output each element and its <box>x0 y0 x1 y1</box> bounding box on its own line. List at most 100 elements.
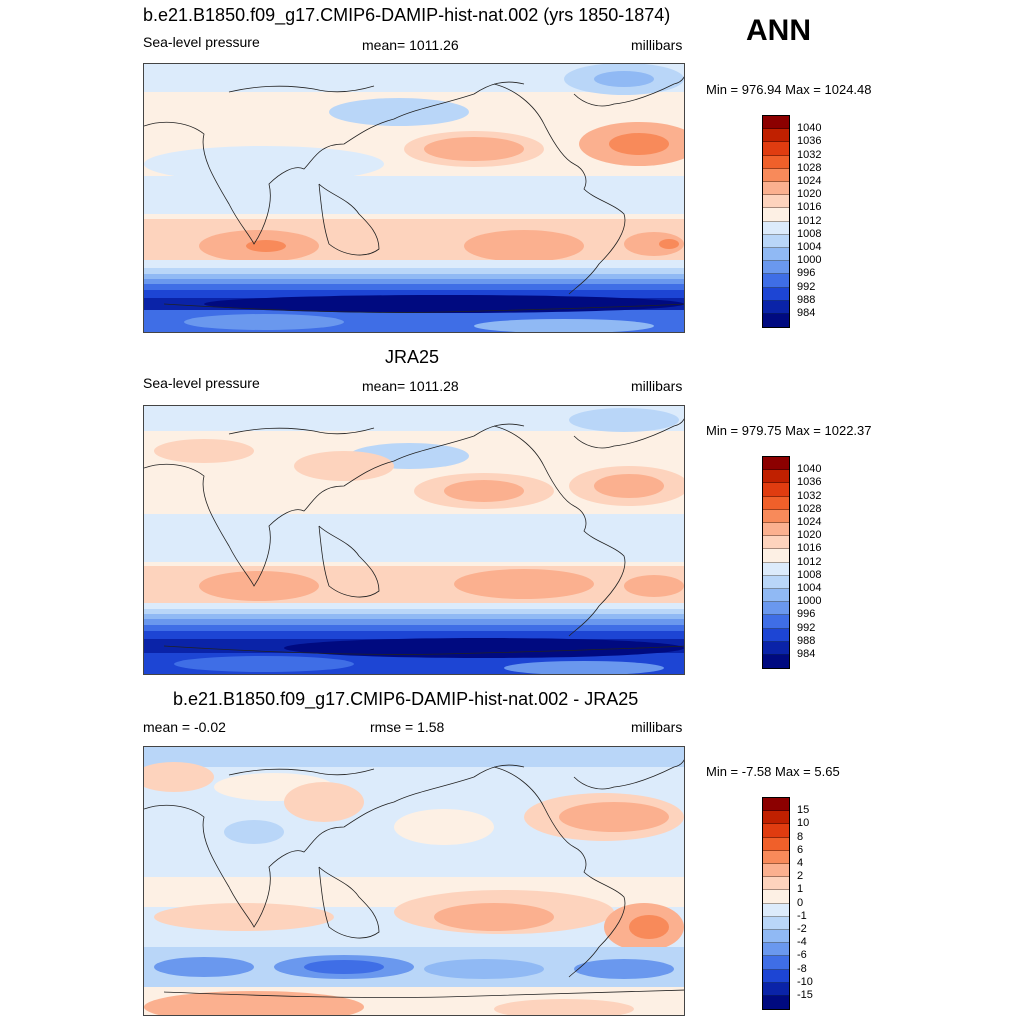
colorbar-label: 1024 <box>797 175 822 187</box>
colorbar-swatch <box>763 509 789 523</box>
colorbar-label: 1016 <box>797 542 822 555</box>
panel2-units: millibars <box>631 378 683 394</box>
colorbar-label: 992 <box>797 280 816 293</box>
panel2-left-label: Sea-level pressure <box>143 375 260 391</box>
colorbar-swatch <box>763 261 789 275</box>
colorbar-swatch <box>763 116 789 130</box>
panel3-units: millibars <box>631 719 683 735</box>
colorbar-swatch <box>763 536 789 550</box>
colorbar-swatch <box>763 837 789 851</box>
colorbar-label: 1020 <box>797 188 822 201</box>
colorbar-label: 1036 <box>797 135 822 148</box>
colorbar-label: 6 <box>797 843 804 856</box>
colorbar-swatch <box>763 655 789 669</box>
colorbar-label: 1016 <box>797 201 822 214</box>
colorbar-label: 1020 <box>797 529 822 542</box>
season-label: ANN <box>746 14 811 47</box>
colorbar-swatch <box>763 496 789 510</box>
colorbar-swatch <box>763 916 789 930</box>
colorbar-swatch <box>763 457 789 471</box>
colorbar-label: 8 <box>797 830 804 843</box>
panel3-rmse: rmse = 1.58 <box>370 719 445 735</box>
colorbar-swatch <box>763 589 789 603</box>
panel3-minmax: Min = -7.58 Max = 5.65 <box>706 764 840 779</box>
colorbar-swatch <box>763 300 789 314</box>
colorbar-label: 996 <box>797 267 816 280</box>
panel3-map <box>143 746 685 1016</box>
colorbar-label: 2 <box>797 870 804 883</box>
colorbar-swatch <box>763 483 789 497</box>
colorbar-swatch <box>763 890 789 904</box>
colorbar-label: -1 <box>797 909 807 922</box>
colorbar-label: 1000 <box>797 254 822 267</box>
colorbar-label: 988 <box>797 634 816 647</box>
colorbar-label: 984 <box>797 648 816 660</box>
colorbar-label: 1000 <box>797 595 822 608</box>
panel1-colorbar: 1040 1036 1032 1028 1024 1020 1016 1012 1008 1004… <box>762 115 821 329</box>
colorbar-swatch <box>763 602 789 616</box>
panel2-minmax: Min = 979.75 Max = 1022.37 <box>706 423 872 438</box>
panel3-mean: mean = -0.02 <box>143 719 226 735</box>
panel1-title: b.e21.B1850.f09_g17.CMIP6-DAMIP-hist-nat… <box>143 5 671 25</box>
colorbar-swatch <box>763 195 789 209</box>
panel2-map <box>143 405 685 675</box>
colorbar-swatch <box>763 470 789 484</box>
panel1-minmax: Min = 976.94 Max = 1024.48 <box>706 82 872 97</box>
colorbar-swatch <box>763 628 789 642</box>
colorbar-label: -4 <box>797 936 807 949</box>
colorbar-swatch <box>763 811 789 825</box>
panel1-left-label: Sea-level pressure <box>143 34 260 50</box>
colorbar-swatch <box>763 850 789 864</box>
colorbar-label: 15 <box>797 804 810 817</box>
colorbar-swatch <box>763 234 789 248</box>
colorbar-swatch <box>763 523 789 537</box>
colorbar-label: 4 <box>797 857 804 869</box>
colorbar-swatch <box>763 575 789 589</box>
colorbar-label: 1004 <box>797 582 822 594</box>
colorbar-label: 1004 <box>797 241 822 253</box>
colorbar-swatch <box>763 274 789 288</box>
panel3-title: b.e21.B1850.f09_g17.CMIP6-DAMIP-hist-nat… <box>173 689 639 709</box>
colorbar-swatch <box>763 798 789 812</box>
colorbar-label: 1032 <box>797 148 822 161</box>
panel1-mean: mean= 1011.26 <box>362 37 459 53</box>
colorbar-swatch <box>763 956 789 970</box>
colorbar-label: -15 <box>797 989 813 1001</box>
colorbar-label: 1012 <box>797 214 822 227</box>
colorbar-label: 1040 <box>797 463 822 476</box>
panel2-mean: mean= 1011.28 <box>362 378 459 394</box>
colorbar-label: 1036 <box>797 476 822 489</box>
colorbar-label: 1028 <box>797 161 822 174</box>
colorbar-swatch <box>763 996 789 1010</box>
colorbar-swatch <box>763 615 789 629</box>
colorbar-swatch <box>763 142 789 156</box>
colorbar-swatch <box>763 903 789 917</box>
colorbar-label: 988 <box>797 293 816 306</box>
colorbar-swatch <box>763 877 789 891</box>
colorbar-label: 1008 <box>797 227 822 240</box>
colorbar-label: 1012 <box>797 555 822 568</box>
colorbar-label: 996 <box>797 608 816 621</box>
colorbar-swatch <box>763 549 789 563</box>
colorbar-swatch <box>763 824 789 838</box>
colorbar-label: 1 <box>797 883 804 896</box>
colorbar-swatch <box>763 208 789 222</box>
panel3-colorbar: 15 10 8 6 4 2 1 0 -1 -2 -4 -6 -8 -10 -15 <box>762 797 813 1011</box>
colorbar-label: 992 <box>797 621 816 634</box>
colorbar-label: 1024 <box>797 516 822 528</box>
colorbar-label: 1040 <box>797 122 822 135</box>
colorbar-swatch <box>763 248 789 262</box>
colorbar-swatch <box>763 982 789 996</box>
colorbar-swatch <box>763 221 789 235</box>
colorbar-swatch <box>763 930 789 944</box>
colorbar-swatch <box>763 864 789 878</box>
colorbar-label: -10 <box>797 975 813 988</box>
panel2-title: JRA25 <box>385 347 440 367</box>
colorbar-label: 10 <box>797 817 810 830</box>
colorbar-swatch <box>763 129 789 143</box>
colorbar-swatch <box>763 287 789 301</box>
colorbar-label: -2 <box>797 923 807 935</box>
colorbar-swatch <box>763 943 789 957</box>
colorbar-label: 1032 <box>797 489 822 502</box>
panel1-units: millibars <box>631 37 683 53</box>
